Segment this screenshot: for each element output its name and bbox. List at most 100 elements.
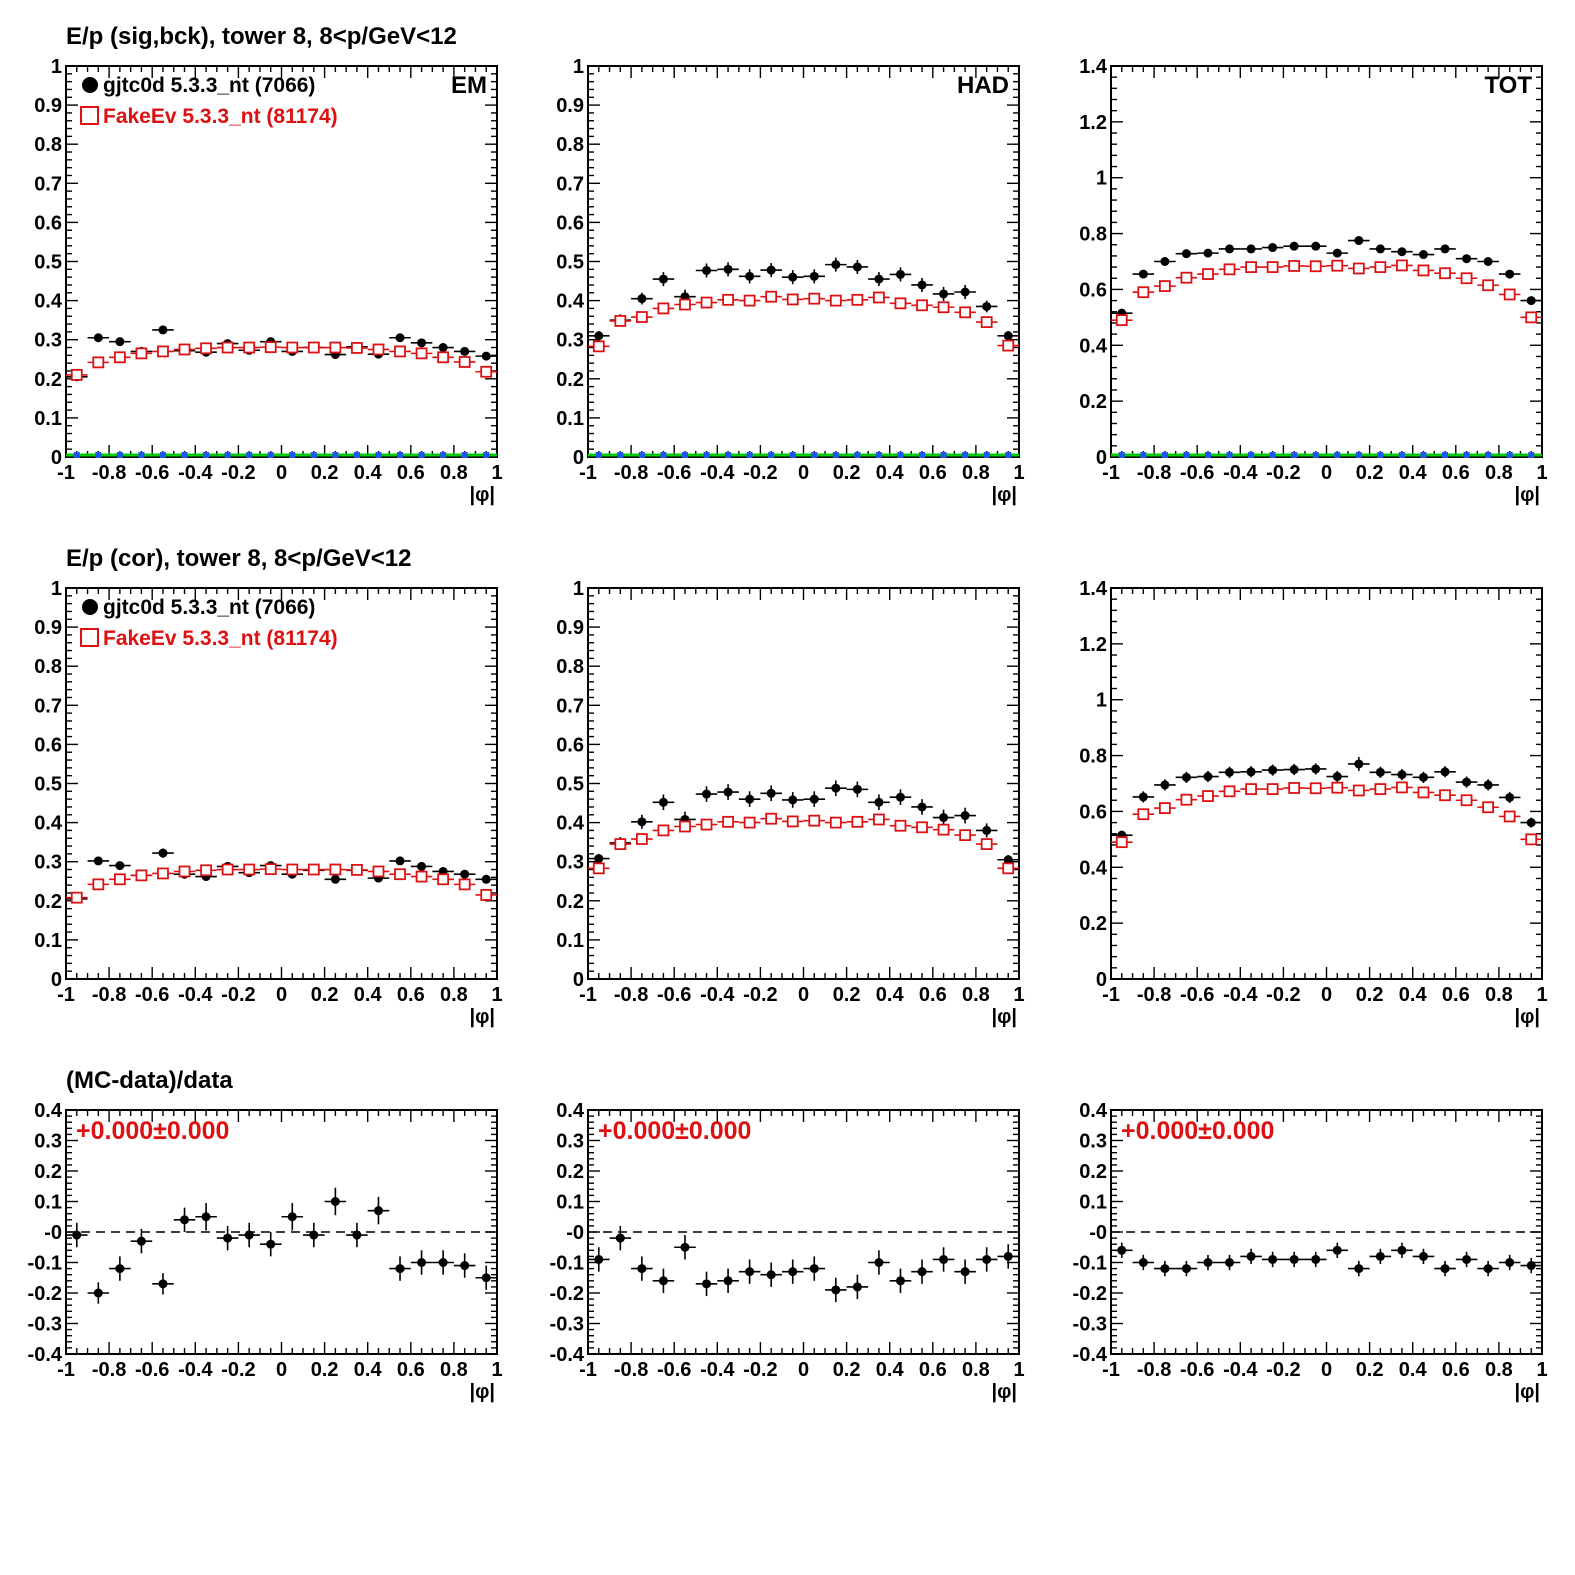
y-tick-label: 0.3: [34, 330, 62, 352]
data-point: [1311, 764, 1321, 774]
mc-point: [394, 868, 406, 881]
mc-point: [307, 341, 320, 354]
data-point: [917, 802, 927, 812]
y-tick-label: 1: [573, 56, 584, 78]
data-point: [1418, 250, 1428, 260]
zero-point: [638, 452, 645, 458]
data-point: [1505, 1258, 1515, 1267]
x-tick-label: 1: [491, 1359, 502, 1381]
data-point: [702, 1279, 712, 1289]
x-tick-label: -0.4: [1223, 984, 1258, 1006]
data-point: [1526, 818, 1536, 828]
data-point: [481, 1273, 491, 1283]
mc-point: [200, 864, 212, 877]
y-tick-label: 0.4: [34, 813, 63, 835]
data-point: [594, 854, 604, 864]
zero-point: [940, 452, 947, 458]
y-tick-label: 0: [51, 969, 62, 991]
data-point: [1160, 1264, 1170, 1274]
zero-point: [595, 452, 602, 458]
series-zero-band: [588, 452, 1019, 458]
y-tick-label: 0.8: [556, 656, 584, 678]
data-point: [438, 343, 448, 353]
x-tick-label: -0.8: [92, 1359, 126, 1381]
data-point: [158, 325, 168, 335]
data-point: [809, 794, 819, 804]
y-tick-label: 0: [1096, 969, 1107, 991]
zero-point: [1118, 452, 1125, 458]
data-point: [1003, 331, 1013, 341]
mc-point: [851, 815, 864, 828]
y-tick-label: 0.4: [1079, 335, 1108, 357]
x-tick-label: -0.2: [743, 984, 777, 1006]
data-point: [266, 1239, 276, 1249]
panel-r2-c1: -1 -0.8 -0.6 -0.4 -0.2 0 0.2 0.4 0.6 0.8 1 -0.4 -0.3…: [550, 1100, 1025, 1403]
mc-point: [480, 889, 493, 901]
mc-point: [1352, 262, 1365, 275]
data-point: [1354, 1264, 1364, 1274]
zero-point: [875, 452, 882, 458]
y-tick-label: 0.6: [556, 212, 584, 234]
data-point: [1138, 792, 1148, 802]
series-zero-band: [66, 452, 497, 458]
zero-point: [1506, 452, 1513, 458]
zero-point: [768, 452, 775, 458]
y-tick-label: 0.4: [34, 291, 63, 313]
zero-point: [1377, 452, 1384, 458]
data-point: [1375, 1251, 1385, 1261]
x-tick-label: 1: [1013, 1359, 1024, 1381]
legend-mc-label: FakeEv 5.3.3_nt (81174): [103, 627, 338, 650]
series-open-square: [1111, 259, 1542, 327]
y-tick-label: 0.7: [34, 695, 62, 717]
data-point: [939, 813, 949, 823]
mc-point: [1417, 264, 1430, 277]
data-point: [874, 1258, 884, 1267]
y-tick-label: 0.1: [556, 1192, 584, 1214]
data-point: [1375, 244, 1385, 254]
y-tick-label: 0.8: [1079, 224, 1107, 246]
x-tick-label: -0.4: [178, 1359, 213, 1381]
mc-point: [243, 341, 256, 354]
mc-point: [1482, 279, 1495, 292]
y-tick-label: 0.1: [556, 408, 584, 430]
mc-point: [657, 824, 670, 837]
y-tick-label: 1: [51, 56, 62, 78]
x-tick-label: 0.2: [311, 1359, 339, 1381]
mc-point: [264, 863, 277, 876]
zero-point: [854, 452, 861, 458]
x-tick-label: -0.2: [1266, 984, 1300, 1006]
panel-r0-c1: -1 -0.8 -0.6 -0.4 -0.2 0 0.2 0.4 0.6 0.8 1 0 0.1 0.2 0…: [556, 56, 1024, 506]
mc-point: [1374, 783, 1387, 795]
mc-point: [916, 821, 928, 834]
y-tick-label: 0.4: [556, 813, 585, 835]
data-point: [766, 1270, 776, 1280]
data-point: [637, 817, 647, 827]
data-point: [460, 346, 470, 356]
data-point: [72, 1230, 82, 1240]
mc-point: [592, 340, 605, 353]
y-tick-label: 0.5: [34, 252, 62, 274]
mc-point: [808, 814, 821, 827]
mc-point: [1439, 789, 1451, 802]
x-axis-label: |φ|: [1515, 1006, 1541, 1028]
y-tick-label: 0.9: [556, 617, 584, 639]
data-point: [745, 794, 755, 804]
data-point: [93, 856, 103, 866]
data-point: [287, 1212, 297, 1222]
data-point: [1483, 1264, 1493, 1274]
zero-point: [397, 452, 404, 458]
data-point: [1181, 249, 1191, 259]
mc-point: [135, 869, 148, 882]
data-point: [438, 1258, 448, 1267]
legend-mc-marker: [80, 628, 99, 647]
data-point: [1526, 1261, 1536, 1271]
mc-point: [1460, 272, 1473, 285]
x-tick-label: -1: [1102, 462, 1120, 484]
x-tick-label: 0.8: [962, 1359, 990, 1381]
y-tick-label: 0.6: [34, 212, 62, 234]
zero-point: [116, 452, 123, 458]
y-tick-label: -0: [1089, 1222, 1107, 1244]
data-point: [1268, 765, 1278, 775]
data-point: [1483, 257, 1493, 266]
mc-point: [829, 816, 842, 829]
